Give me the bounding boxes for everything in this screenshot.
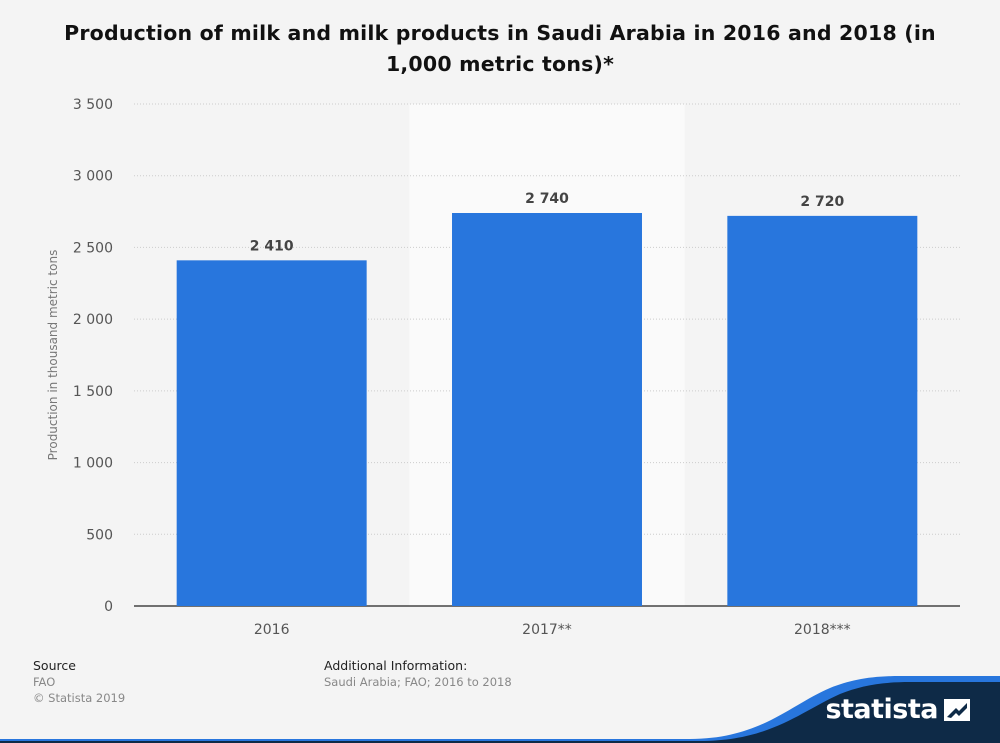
x-tick-label: 2018*** bbox=[794, 622, 851, 638]
y-tick-label: 1 500 bbox=[73, 384, 113, 400]
bar-chart: 0 500 1 000 1 500 2 000 2 500 3 000 3 500 2 410… bbox=[46, 97, 960, 638]
statista-logo-icon bbox=[944, 698, 970, 721]
bar[interactable] bbox=[452, 213, 642, 606]
y-tick-label: 3 000 bbox=[73, 169, 113, 185]
y-tick-label: 1 000 bbox=[73, 456, 113, 472]
x-tick-label: 2016 bbox=[254, 622, 290, 638]
bar[interactable] bbox=[727, 215, 918, 607]
y-tick-label: 2 500 bbox=[73, 240, 113, 256]
y-tick-label: 2 000 bbox=[73, 312, 113, 328]
additional-info-text: Saudi Arabia; FAO; 2016 to 2018 bbox=[324, 675, 512, 689]
statista-logo[interactable]: statista bbox=[825, 694, 970, 725]
additional-info-heading: Additional Information: bbox=[324, 658, 468, 673]
brand-name: statista bbox=[825, 694, 938, 725]
data-label: 2 740 bbox=[525, 191, 569, 207]
source-heading: Source bbox=[33, 658, 76, 673]
y-tick-label: 500 bbox=[86, 527, 113, 543]
y-axis-label: Production in thousand metric tons bbox=[46, 250, 60, 461]
data-label: 2 410 bbox=[250, 238, 294, 254]
y-tick-label: 0 bbox=[104, 599, 113, 615]
additional-info-block: Additional Information: Saudi Arabia; FA… bbox=[324, 658, 512, 690]
x-tick-label: 2017** bbox=[522, 622, 572, 638]
source-name[interactable]: FAO bbox=[33, 675, 56, 689]
chart-title: Production of milk and milk products in … bbox=[64, 21, 936, 76]
data-label: 2 720 bbox=[800, 194, 844, 210]
bar[interactable] bbox=[176, 260, 367, 606]
source-block: Source FAO © Statista 2019 bbox=[33, 658, 125, 706]
y-tick-label: 3 500 bbox=[73, 97, 113, 113]
copyright-text: © Statista 2019 bbox=[33, 691, 126, 705]
